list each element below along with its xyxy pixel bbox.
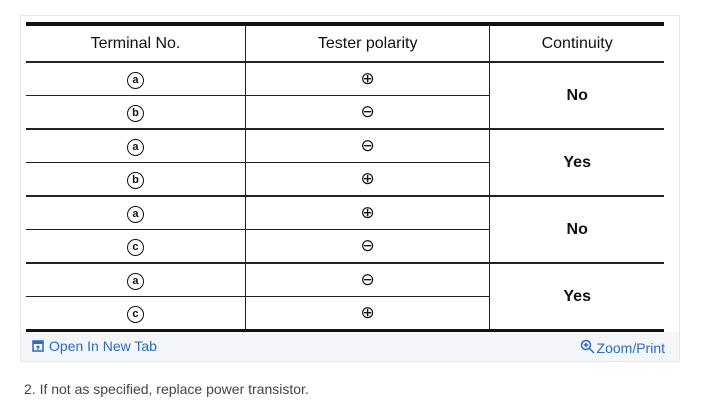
polarity-cell: ⊕ xyxy=(244,61,491,96)
header-terminal: Terminal No. xyxy=(26,23,246,63)
continuity-cell: Yes xyxy=(489,262,664,332)
table-row: a ⊕ No xyxy=(26,61,664,130)
terminal-label: a xyxy=(126,138,144,156)
zoom-print-link[interactable]: Zoom/Print xyxy=(580,336,665,356)
terminal-label: c xyxy=(126,305,144,323)
table-row: a ⊕ No xyxy=(26,195,664,264)
terminal-label: a xyxy=(126,272,144,290)
figure-footer: Open In New Tab Zoom/Print xyxy=(21,332,679,361)
continuity-table: Terminal No. Tester polarity Continuity … xyxy=(26,22,664,333)
polarity-cell: ⊕ xyxy=(244,162,490,197)
table-row: a ⊖ Yes xyxy=(26,262,664,332)
terminal-label: b xyxy=(126,104,144,122)
polarity-cell: ⊖ xyxy=(244,95,490,130)
table-row: a ⊖ Yes xyxy=(26,128,664,197)
header-continuity: Continuity xyxy=(489,23,664,63)
polarity-cell: ⊖ xyxy=(244,128,491,163)
continuity-cell: No xyxy=(489,195,664,264)
open-tab-icon xyxy=(32,340,44,352)
polarity-cell: ⊕ xyxy=(244,195,491,230)
zoom-print-label: Zoom/Print xyxy=(596,340,665,356)
open-in-new-tab-link[interactable]: Open In New Tab xyxy=(32,338,157,354)
instruction-text: 2. If not as specified, replace power tr… xyxy=(24,381,309,397)
polarity-cell: ⊕ xyxy=(244,296,490,332)
terminal-label: b xyxy=(126,171,144,189)
zoom-in-icon xyxy=(580,339,595,354)
terminal-label: a xyxy=(126,205,144,223)
continuity-cell: Yes xyxy=(489,128,664,197)
open-in-new-tab-label: Open In New Tab xyxy=(49,338,157,354)
header-row: Terminal No. Tester polarity Continuity xyxy=(26,23,664,63)
polarity-cell: ⊖ xyxy=(244,262,491,297)
polarity-cell: ⊖ xyxy=(244,229,490,264)
figure-container: Terminal No. Tester polarity Continuity … xyxy=(20,15,680,362)
terminal-label: c xyxy=(126,238,144,256)
continuity-cell: No xyxy=(489,61,664,130)
terminal-label: a xyxy=(126,71,144,89)
table-row: b ⊖ xyxy=(26,95,664,130)
header-polarity: Tester polarity xyxy=(244,23,491,63)
table-row: c ⊕ xyxy=(26,296,664,332)
